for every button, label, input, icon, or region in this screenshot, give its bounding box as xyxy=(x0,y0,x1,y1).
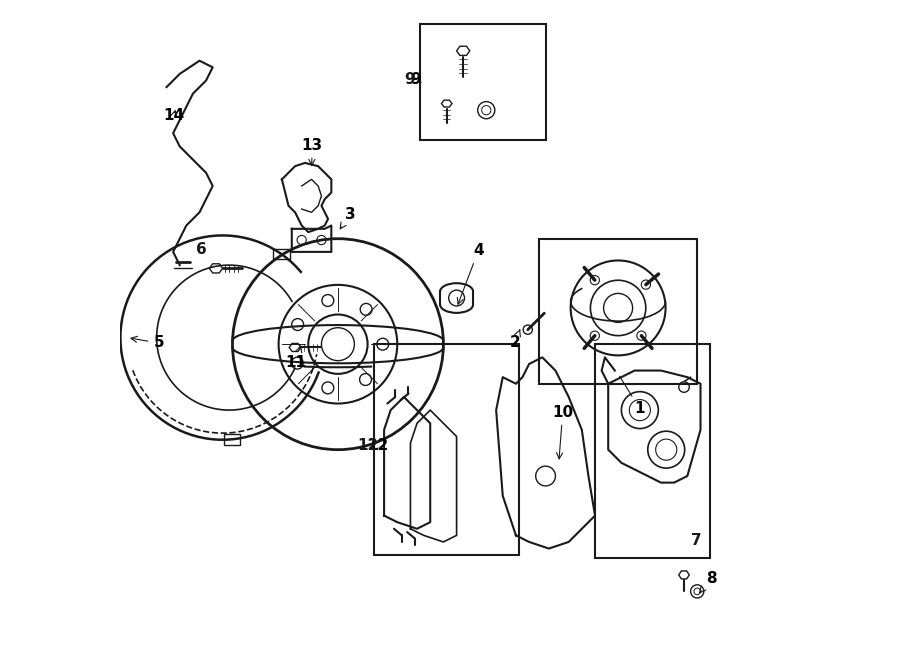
Bar xyxy=(274,249,290,259)
Text: 9: 9 xyxy=(404,71,415,87)
Text: 8: 8 xyxy=(699,571,716,593)
Text: 14: 14 xyxy=(163,108,184,123)
Bar xyxy=(374,344,519,555)
Text: 3: 3 xyxy=(340,207,356,229)
Text: 6: 6 xyxy=(196,242,207,257)
Bar xyxy=(223,434,240,445)
Bar xyxy=(539,239,698,384)
Text: 12: 12 xyxy=(357,438,379,453)
Text: 7: 7 xyxy=(690,534,701,548)
Text: 9: 9 xyxy=(410,71,421,87)
Text: 11: 11 xyxy=(285,346,306,370)
Text: 2: 2 xyxy=(509,330,520,350)
Text: 13: 13 xyxy=(302,138,323,166)
Text: 4: 4 xyxy=(457,243,483,304)
Text: 1: 1 xyxy=(619,376,645,416)
Bar xyxy=(420,24,545,140)
Bar xyxy=(595,344,710,559)
Text: 12: 12 xyxy=(367,438,389,453)
Text: 10: 10 xyxy=(553,404,573,459)
Text: 5: 5 xyxy=(130,336,164,350)
